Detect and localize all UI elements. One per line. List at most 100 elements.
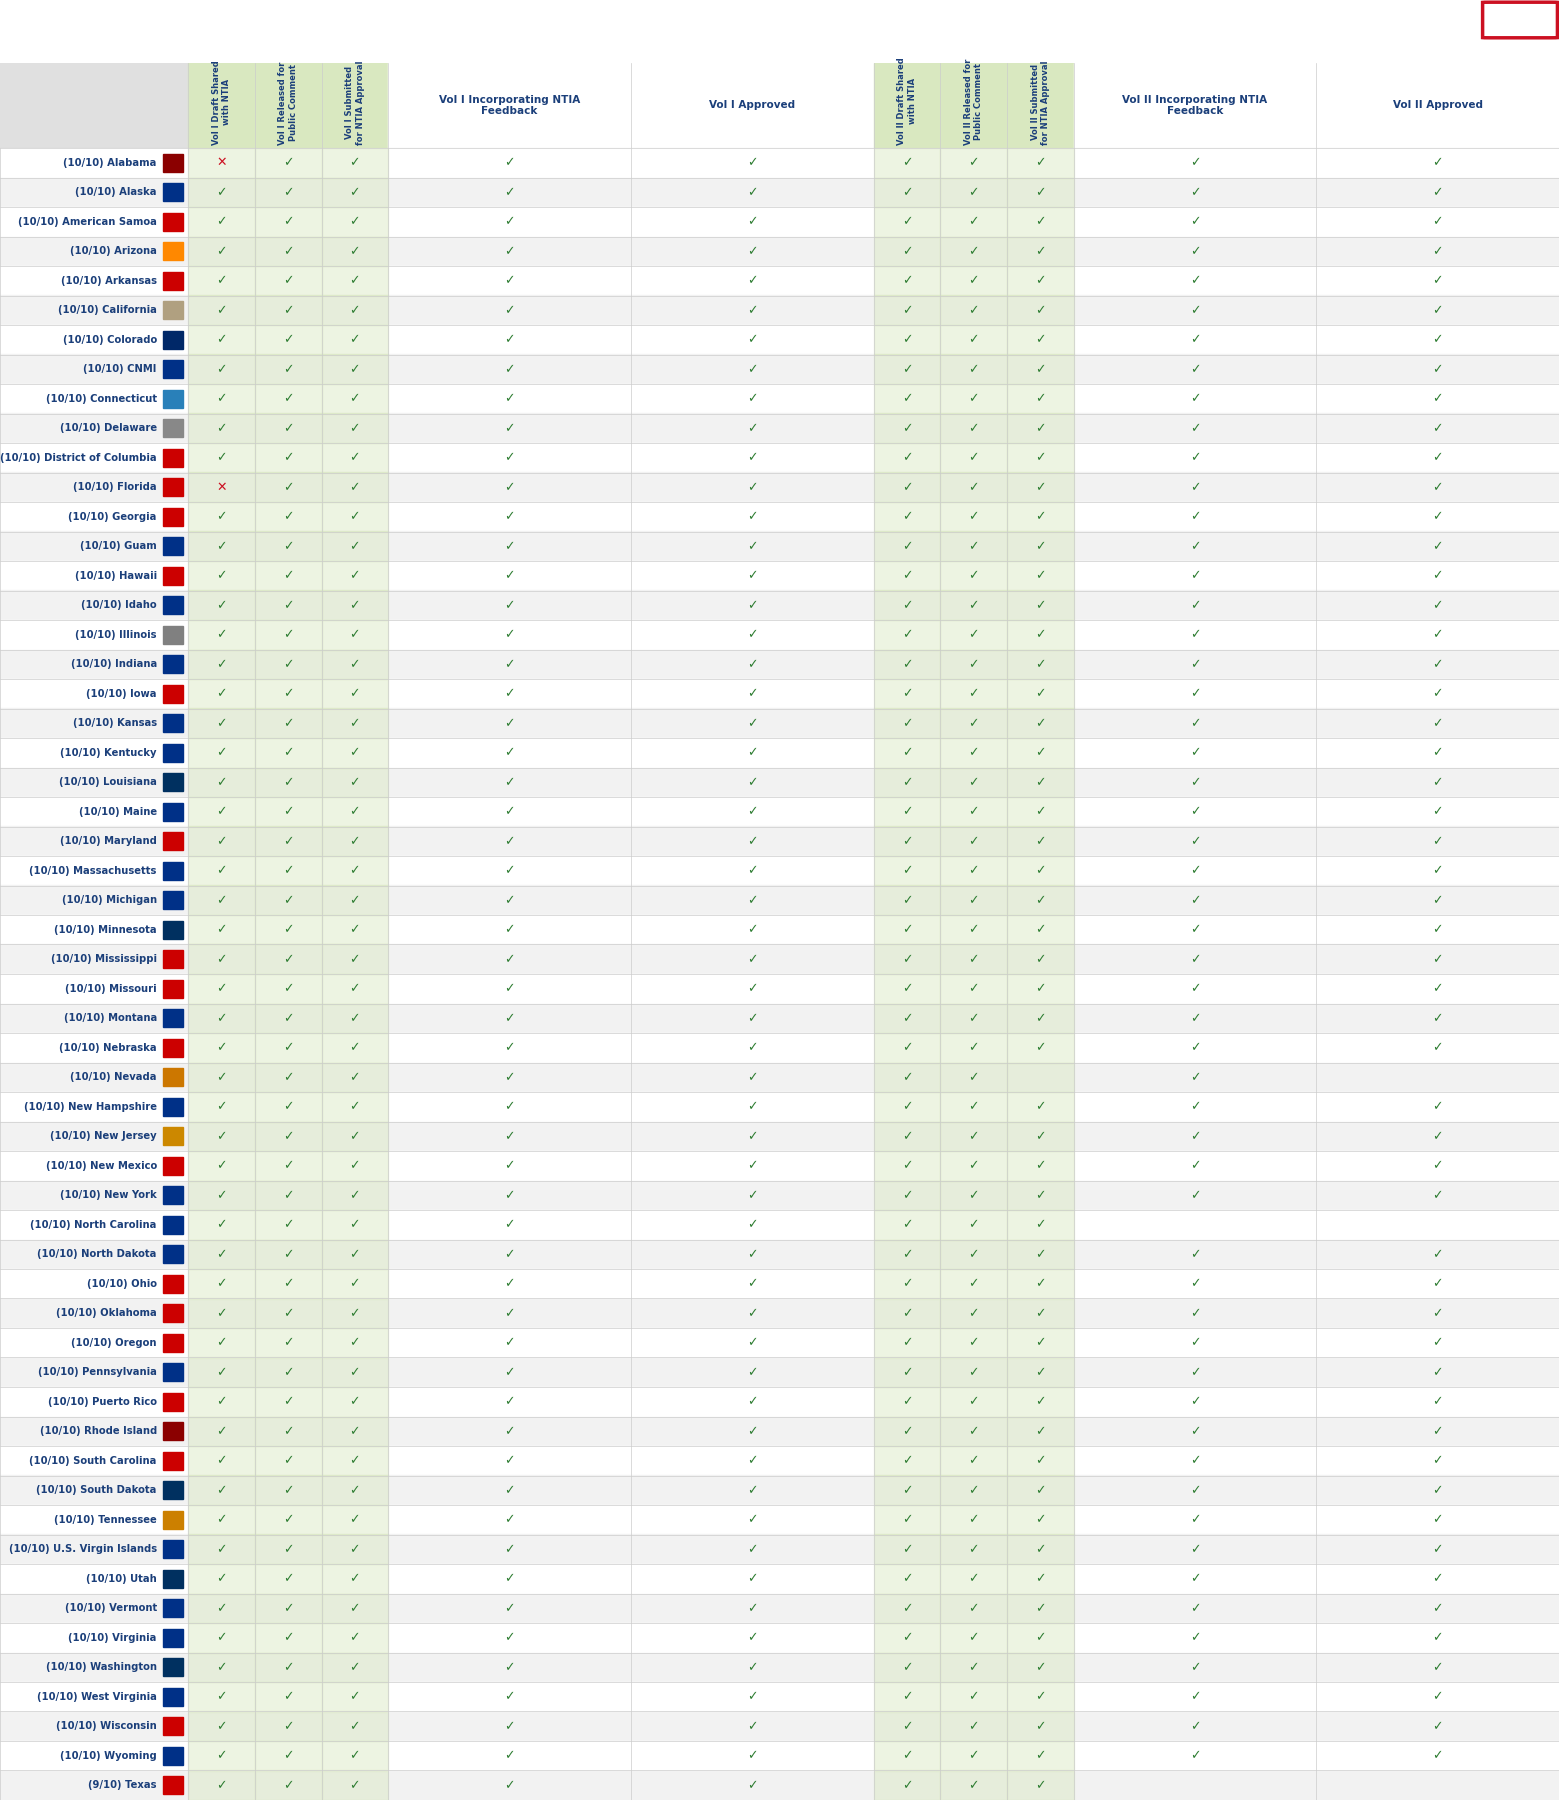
Bar: [1007, 679, 1074, 709]
Text: ✓: ✓: [901, 1571, 912, 1586]
Text: ✓: ✓: [968, 1188, 979, 1202]
Text: ✓: ✓: [1433, 392, 1444, 405]
Text: ✓: ✓: [901, 657, 912, 671]
Bar: [1007, 236, 1074, 266]
Bar: [321, 886, 388, 914]
Text: ✓: ✓: [968, 481, 979, 493]
Bar: [940, 1652, 1007, 1681]
Text: ✓: ✓: [968, 1307, 979, 1319]
Bar: [1007, 1150, 1074, 1181]
Bar: [940, 738, 1007, 767]
Text: ✓: ✓: [968, 1719, 979, 1733]
Bar: [164, 508, 184, 526]
Text: ✓: ✓: [1035, 540, 1046, 553]
Text: ✓: ✓: [1433, 1661, 1444, 1674]
Bar: [873, 1534, 940, 1564]
Bar: [0, 1624, 1559, 1652]
Text: ✓: ✓: [1433, 657, 1444, 671]
Text: (10/10) District of Columbia: (10/10) District of Columbia: [0, 454, 157, 463]
Text: ✓: ✓: [1035, 923, 1046, 936]
Bar: [164, 567, 184, 585]
Bar: [940, 1062, 1007, 1093]
Bar: [873, 266, 940, 295]
Text: ✓: ✓: [504, 1426, 514, 1438]
Text: ✓: ✓: [282, 1278, 293, 1291]
Text: ✓: ✓: [349, 452, 360, 464]
Bar: [940, 148, 1007, 178]
Text: Vol II Released for
Public Comment: Vol II Released for Public Comment: [963, 58, 984, 144]
Bar: [873, 1624, 940, 1652]
Bar: [0, 531, 1559, 562]
Text: ✓: ✓: [282, 1012, 293, 1024]
Text: ✓: ✓: [504, 1690, 514, 1703]
Bar: [254, 857, 321, 886]
Bar: [164, 1127, 184, 1145]
Text: ✓: ✓: [282, 1750, 293, 1762]
Bar: [873, 1033, 940, 1062]
Bar: [873, 443, 940, 473]
Bar: [0, 207, 1559, 236]
Text: ✓: ✓: [282, 452, 293, 464]
Text: ✓: ✓: [349, 1247, 360, 1260]
Text: Vol II Draft Shared
with NTIA: Vol II Draft Shared with NTIA: [896, 58, 917, 144]
Text: ✓: ✓: [504, 1483, 514, 1498]
Bar: [1007, 1210, 1074, 1240]
Text: ✓: ✓: [1190, 895, 1200, 907]
Bar: [321, 914, 388, 945]
Bar: [0, 1771, 1559, 1800]
Bar: [873, 414, 940, 443]
Text: ✓: ✓: [1035, 835, 1046, 848]
Text: ✓: ✓: [282, 657, 293, 671]
Text: ✓: ✓: [1035, 1719, 1046, 1733]
Text: ✓: ✓: [349, 952, 360, 967]
Bar: [164, 1039, 184, 1057]
Bar: [254, 1712, 321, 1741]
Bar: [164, 1777, 184, 1795]
Text: (10/10) Connecticut: (10/10) Connecticut: [45, 394, 157, 403]
Text: ✓: ✓: [1433, 1454, 1444, 1467]
Bar: [1007, 531, 1074, 562]
Bar: [873, 1445, 940, 1476]
Text: ✓: ✓: [504, 1219, 514, 1231]
Text: ✓: ✓: [217, 657, 226, 671]
Bar: [254, 1388, 321, 1417]
Text: ✓: ✓: [968, 1012, 979, 1024]
Bar: [254, 1298, 321, 1328]
Bar: [189, 679, 254, 709]
Text: ✓: ✓: [504, 1514, 514, 1526]
Text: ✓: ✓: [217, 776, 226, 788]
Text: ✓: ✓: [217, 1750, 226, 1762]
Text: ✓: ✓: [747, 392, 758, 405]
Text: ✓: ✓: [968, 923, 979, 936]
Text: ✓: ✓: [747, 274, 758, 288]
Bar: [189, 472, 254, 502]
Text: ✓: ✓: [1433, 274, 1444, 288]
Text: ✓: ✓: [1190, 364, 1200, 376]
Bar: [189, 63, 254, 148]
Bar: [321, 1150, 388, 1181]
Text: ✓: ✓: [1433, 1100, 1444, 1112]
Bar: [873, 1121, 940, 1150]
Text: ✓: ✓: [1035, 1130, 1046, 1143]
Text: ✓: ✓: [349, 1336, 360, 1350]
Text: ✓: ✓: [282, 540, 293, 553]
Bar: [940, 1150, 1007, 1181]
Text: ✓: ✓: [1035, 333, 1046, 346]
Text: ✓: ✓: [901, 1040, 912, 1055]
Text: ✓: ✓: [747, 157, 758, 169]
Text: ✓: ✓: [349, 747, 360, 760]
Text: ✓: ✓: [217, 983, 226, 995]
Bar: [321, 1505, 388, 1534]
Bar: [940, 1033, 1007, 1062]
Bar: [940, 1388, 1007, 1417]
Text: ✓: ✓: [349, 805, 360, 819]
Text: ✓: ✓: [1433, 452, 1444, 464]
Text: ✓: ✓: [968, 1426, 979, 1438]
Text: ✓: ✓: [747, 1514, 758, 1526]
Text: ✓: ✓: [901, 599, 912, 612]
Text: ✓: ✓: [901, 452, 912, 464]
Bar: [321, 1062, 388, 1093]
Text: ✓: ✓: [747, 1188, 758, 1202]
Bar: [873, 295, 940, 326]
Bar: [0, 797, 1559, 826]
